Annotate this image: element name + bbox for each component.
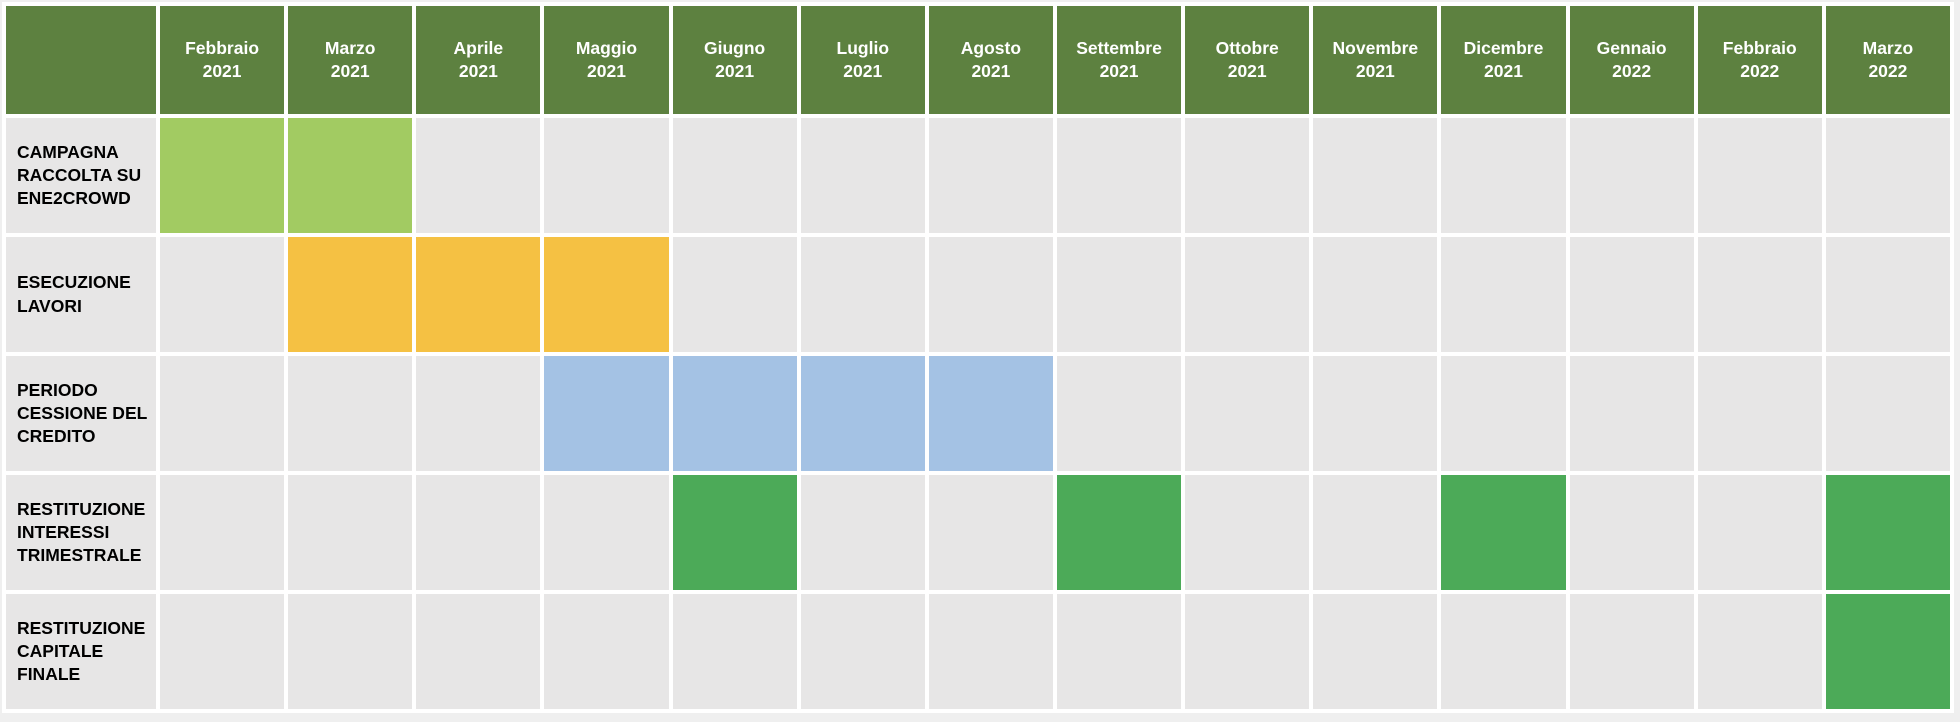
gantt-cell-empty xyxy=(416,118,541,233)
gantt-cell-empty xyxy=(1313,237,1438,352)
row-label: ESECUZIONE LAVORI xyxy=(6,237,156,352)
gantt-cell-filled xyxy=(416,237,541,352)
gantt-cell-filled xyxy=(288,237,413,352)
gantt-cell-empty xyxy=(1441,237,1566,352)
header-month-febbraio-2021: Febbraio 2021 xyxy=(160,6,285,114)
gantt-cell-empty xyxy=(1185,475,1310,590)
gantt-cell-filled xyxy=(928,356,1053,471)
gantt-cell-empty xyxy=(288,594,413,709)
gantt-cell-empty xyxy=(1056,594,1182,709)
header-month-novembre-2021: Novembre 2021 xyxy=(1313,6,1438,114)
gantt-cell-empty xyxy=(416,475,541,590)
gantt-cell-empty xyxy=(1185,118,1310,233)
gantt-cell-empty xyxy=(928,237,1053,352)
row-label: RESTITUZIONE INTERESSI TRIMESTRALE xyxy=(6,475,156,590)
gantt-cell-filled xyxy=(544,356,669,471)
header-month-agosto-2021: Agosto 2021 xyxy=(928,6,1053,114)
header-month-maggio-2021: Maggio 2021 xyxy=(544,6,669,114)
gantt-cell-empty xyxy=(1825,237,1950,352)
gantt-cell-empty xyxy=(1569,475,1694,590)
header-month-gennaio-2022: Gennaio 2022 xyxy=(1569,6,1694,114)
gantt-cell-empty xyxy=(1056,118,1182,233)
gantt-cell-empty xyxy=(1697,237,1822,352)
gantt-cell-empty xyxy=(1313,356,1438,471)
gantt-cell-empty xyxy=(928,118,1053,233)
gantt-cell-empty xyxy=(544,475,669,590)
gantt-cell-empty xyxy=(1569,594,1694,709)
gantt-cell-empty xyxy=(1569,237,1694,352)
gantt-cell-empty xyxy=(800,118,925,233)
gantt-cell-empty xyxy=(544,594,669,709)
gantt-row-restituzione-interessi-trimestrale: RESTITUZIONE INTERESSI TRIMESTRALE xyxy=(6,475,1950,590)
gantt-cell-empty xyxy=(1697,118,1822,233)
timeline-header-row: Febbraio 2021 Marzo 2021 Aprile 2021 Maggio… xyxy=(6,6,1950,114)
gantt-cell-filled xyxy=(1056,475,1182,590)
gantt-cell-empty xyxy=(160,356,285,471)
gantt-cell-filled xyxy=(800,356,925,471)
gantt-cell-empty xyxy=(1825,118,1950,233)
header-month-giugno-2021: Giugno 2021 xyxy=(672,6,797,114)
header-month-ottobre-2021: Ottobre 2021 xyxy=(1185,6,1310,114)
header-month-marzo-2021: Marzo 2021 xyxy=(288,6,413,114)
gantt-cell-filled xyxy=(1441,475,1566,590)
gantt-cell-empty xyxy=(1313,594,1438,709)
header-month-marzo-2022: Marzo 2022 xyxy=(1825,6,1950,114)
gantt-cell-empty xyxy=(544,118,669,233)
gantt-cell-empty xyxy=(1697,356,1822,471)
row-label: PERIODO CESSIONE DEL CREDITO xyxy=(6,356,156,471)
gantt-row-campagna-raccolta-su-ene2crowd: CAMPAGNA RACCOLTA SU ENE2CROWD xyxy=(6,118,1950,233)
gantt-cell-filled xyxy=(1825,475,1950,590)
gantt-row-esecuzione-lavori: ESECUZIONE LAVORI xyxy=(6,237,1950,352)
gantt-cell-empty xyxy=(1697,475,1822,590)
row-label: CAMPAGNA RACCOLTA SU ENE2CROWD xyxy=(6,118,156,233)
gantt-cell-empty xyxy=(288,475,413,590)
header-month-luglio-2021: Luglio 2021 xyxy=(800,6,925,114)
gantt-cell-empty xyxy=(672,594,797,709)
gantt-cell-filled xyxy=(544,237,669,352)
gantt-cell-empty xyxy=(1313,475,1438,590)
header-month-dicembre-2021: Dicembre 2021 xyxy=(1441,6,1566,114)
gantt-cell-empty xyxy=(800,475,925,590)
gantt-cell-empty xyxy=(800,594,925,709)
gantt-cell-empty xyxy=(1056,237,1182,352)
gantt-cell-empty xyxy=(928,594,1053,709)
header-month-settembre-2021: Settembre 2021 xyxy=(1056,6,1182,114)
gantt-body: CAMPAGNA RACCOLTA SU ENE2CROWD ESECUZIONE… xyxy=(6,118,1950,709)
gantt-cell-empty xyxy=(1441,594,1566,709)
gantt-cell-empty xyxy=(1569,118,1694,233)
gantt-cell-filled xyxy=(160,118,285,233)
gantt-cell-empty xyxy=(160,594,285,709)
gantt-cell-empty xyxy=(1441,118,1566,233)
gantt-cell-empty xyxy=(1185,237,1310,352)
gantt-cell-empty xyxy=(160,237,285,352)
gantt-row-periodo-cessione-del-credito: PERIODO CESSIONE DEL CREDITO xyxy=(6,356,1950,471)
gantt-cell-empty xyxy=(1056,356,1182,471)
gantt-cell-empty xyxy=(1697,594,1822,709)
gantt-cell-empty xyxy=(1313,118,1438,233)
gantt-cell-empty xyxy=(1185,356,1310,471)
gantt-cell-filled xyxy=(1825,594,1950,709)
gantt-cell-filled xyxy=(288,118,413,233)
gantt-cell-empty xyxy=(1825,356,1950,471)
header-month-febbraio-2022: Febbraio 2022 xyxy=(1697,6,1822,114)
gantt-cell-empty xyxy=(416,356,541,471)
gantt-cell-empty xyxy=(1441,356,1566,471)
gantt-cell-empty xyxy=(928,475,1053,590)
gantt-cell-empty xyxy=(160,475,285,590)
gantt-cell-empty xyxy=(672,237,797,352)
header-month-aprile-2021: Aprile 2021 xyxy=(416,6,541,114)
gantt-cell-empty xyxy=(1569,356,1694,471)
header-corner-cell xyxy=(6,6,156,114)
gantt-cell-empty xyxy=(800,237,925,352)
gantt-cell-empty xyxy=(672,118,797,233)
gantt-cell-empty xyxy=(288,356,413,471)
gantt-cell-empty xyxy=(1185,594,1310,709)
gantt-cell-filled xyxy=(672,356,797,471)
row-label: RESTITUZIONE CAPITALE FINALE xyxy=(6,594,156,709)
gantt-cell-filled xyxy=(672,475,797,590)
gantt-row-restituzione-capitale-finale: RESTITUZIONE CAPITALE FINALE xyxy=(6,594,1950,709)
gantt-cell-empty xyxy=(416,594,541,709)
